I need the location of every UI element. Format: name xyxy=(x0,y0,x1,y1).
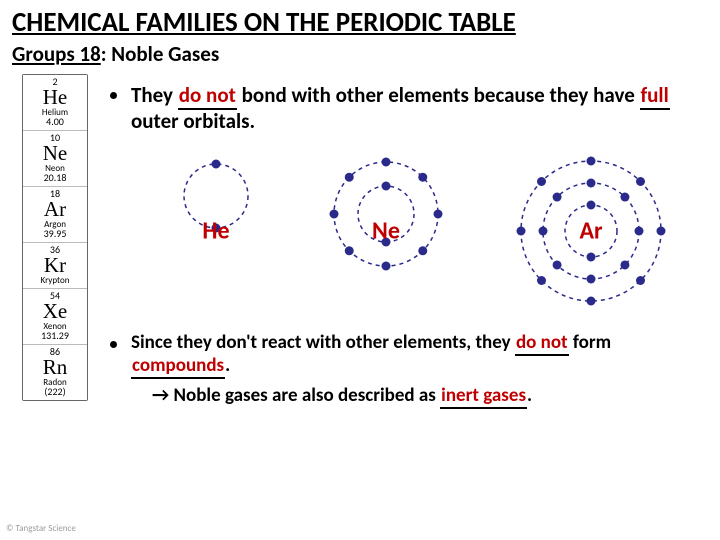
atom-label: Ar xyxy=(579,216,602,245)
atom-label: Ne xyxy=(372,216,400,245)
text: outer orbitals. xyxy=(131,108,255,134)
atom-diagram: Ne xyxy=(325,153,447,309)
atomic-mass: 20.18 xyxy=(23,173,87,183)
atomic-mass: 39.95 xyxy=(23,229,87,239)
text: They xyxy=(131,82,178,108)
periodic-table-column: 2HeHelium4.0010NeNeon20.1818ArArgon39.95… xyxy=(22,74,88,401)
page-title: CHEMICAL FAMILIES ON THE PERIODIC TABLE xyxy=(0,0,720,39)
periodic-cell: 18ArArgon39.95 xyxy=(23,187,87,243)
text: . xyxy=(527,384,532,407)
arrow-line: → Noble gases are also described as iner… xyxy=(152,384,702,407)
atom-diagram: He xyxy=(173,153,259,309)
atomic-mass: 4.00 xyxy=(23,117,87,127)
text: bond with other elements because they ha… xyxy=(237,82,640,108)
arrow-icon: → xyxy=(152,384,169,407)
element-symbol: Kr xyxy=(23,255,87,276)
text: . xyxy=(225,354,230,377)
atom-label: He xyxy=(202,216,229,245)
periodic-cell: 2HeHelium4.00 xyxy=(23,75,87,131)
copyright: © Tangstar Science xyxy=(6,523,76,534)
bullet-dot xyxy=(110,341,117,348)
atomic-mass: (222) xyxy=(23,387,87,397)
periodic-cell: 36KrKrypton xyxy=(23,243,87,289)
atom-diagram: Ar xyxy=(513,153,669,309)
blank-inert-gases: inert gases xyxy=(440,384,527,409)
bullet-1-text: They do not bond with other elements bec… xyxy=(131,82,702,135)
periodic-cell: 86RnRadon(222) xyxy=(23,345,87,400)
element-symbol: Ne xyxy=(23,143,87,164)
bullet-2-text: Since they don't react with other elemen… xyxy=(131,331,702,379)
element-symbol: Rn xyxy=(23,357,87,378)
subtitle-rest: : Noble Gases xyxy=(101,41,219,67)
periodic-cell: 54XeXenon131.29 xyxy=(23,289,87,345)
text: Noble gases are also described as xyxy=(169,384,440,407)
page-subtitle: Groups 18: Noble Gases xyxy=(0,39,720,69)
element-symbol: Ar xyxy=(23,199,87,220)
atom-diagrams: He Ne Ar xyxy=(140,153,702,309)
bullet-dot xyxy=(110,92,117,99)
periodic-cell: 10NeNeon20.18 xyxy=(23,131,87,187)
blank-do-not: do not xyxy=(178,82,237,110)
bullet-1: They do not bond with other elements bec… xyxy=(110,82,702,135)
bullet-2: Since they don't react with other elemen… xyxy=(110,331,702,379)
text: form xyxy=(569,331,611,354)
element-symbol: Xe xyxy=(23,301,87,322)
blank-do-not-2: do not xyxy=(515,331,569,356)
main-content: They do not bond with other elements bec… xyxy=(110,82,702,407)
blank-compounds: compounds xyxy=(131,354,225,379)
text: Since they don't react with other elemen… xyxy=(131,331,515,354)
atomic-mass: 131.29 xyxy=(23,331,87,341)
element-name: Krypton xyxy=(23,276,87,285)
subtitle-groups: Groups 18 xyxy=(12,41,101,67)
blank-full: full xyxy=(640,82,670,110)
element-symbol: He xyxy=(23,87,87,108)
